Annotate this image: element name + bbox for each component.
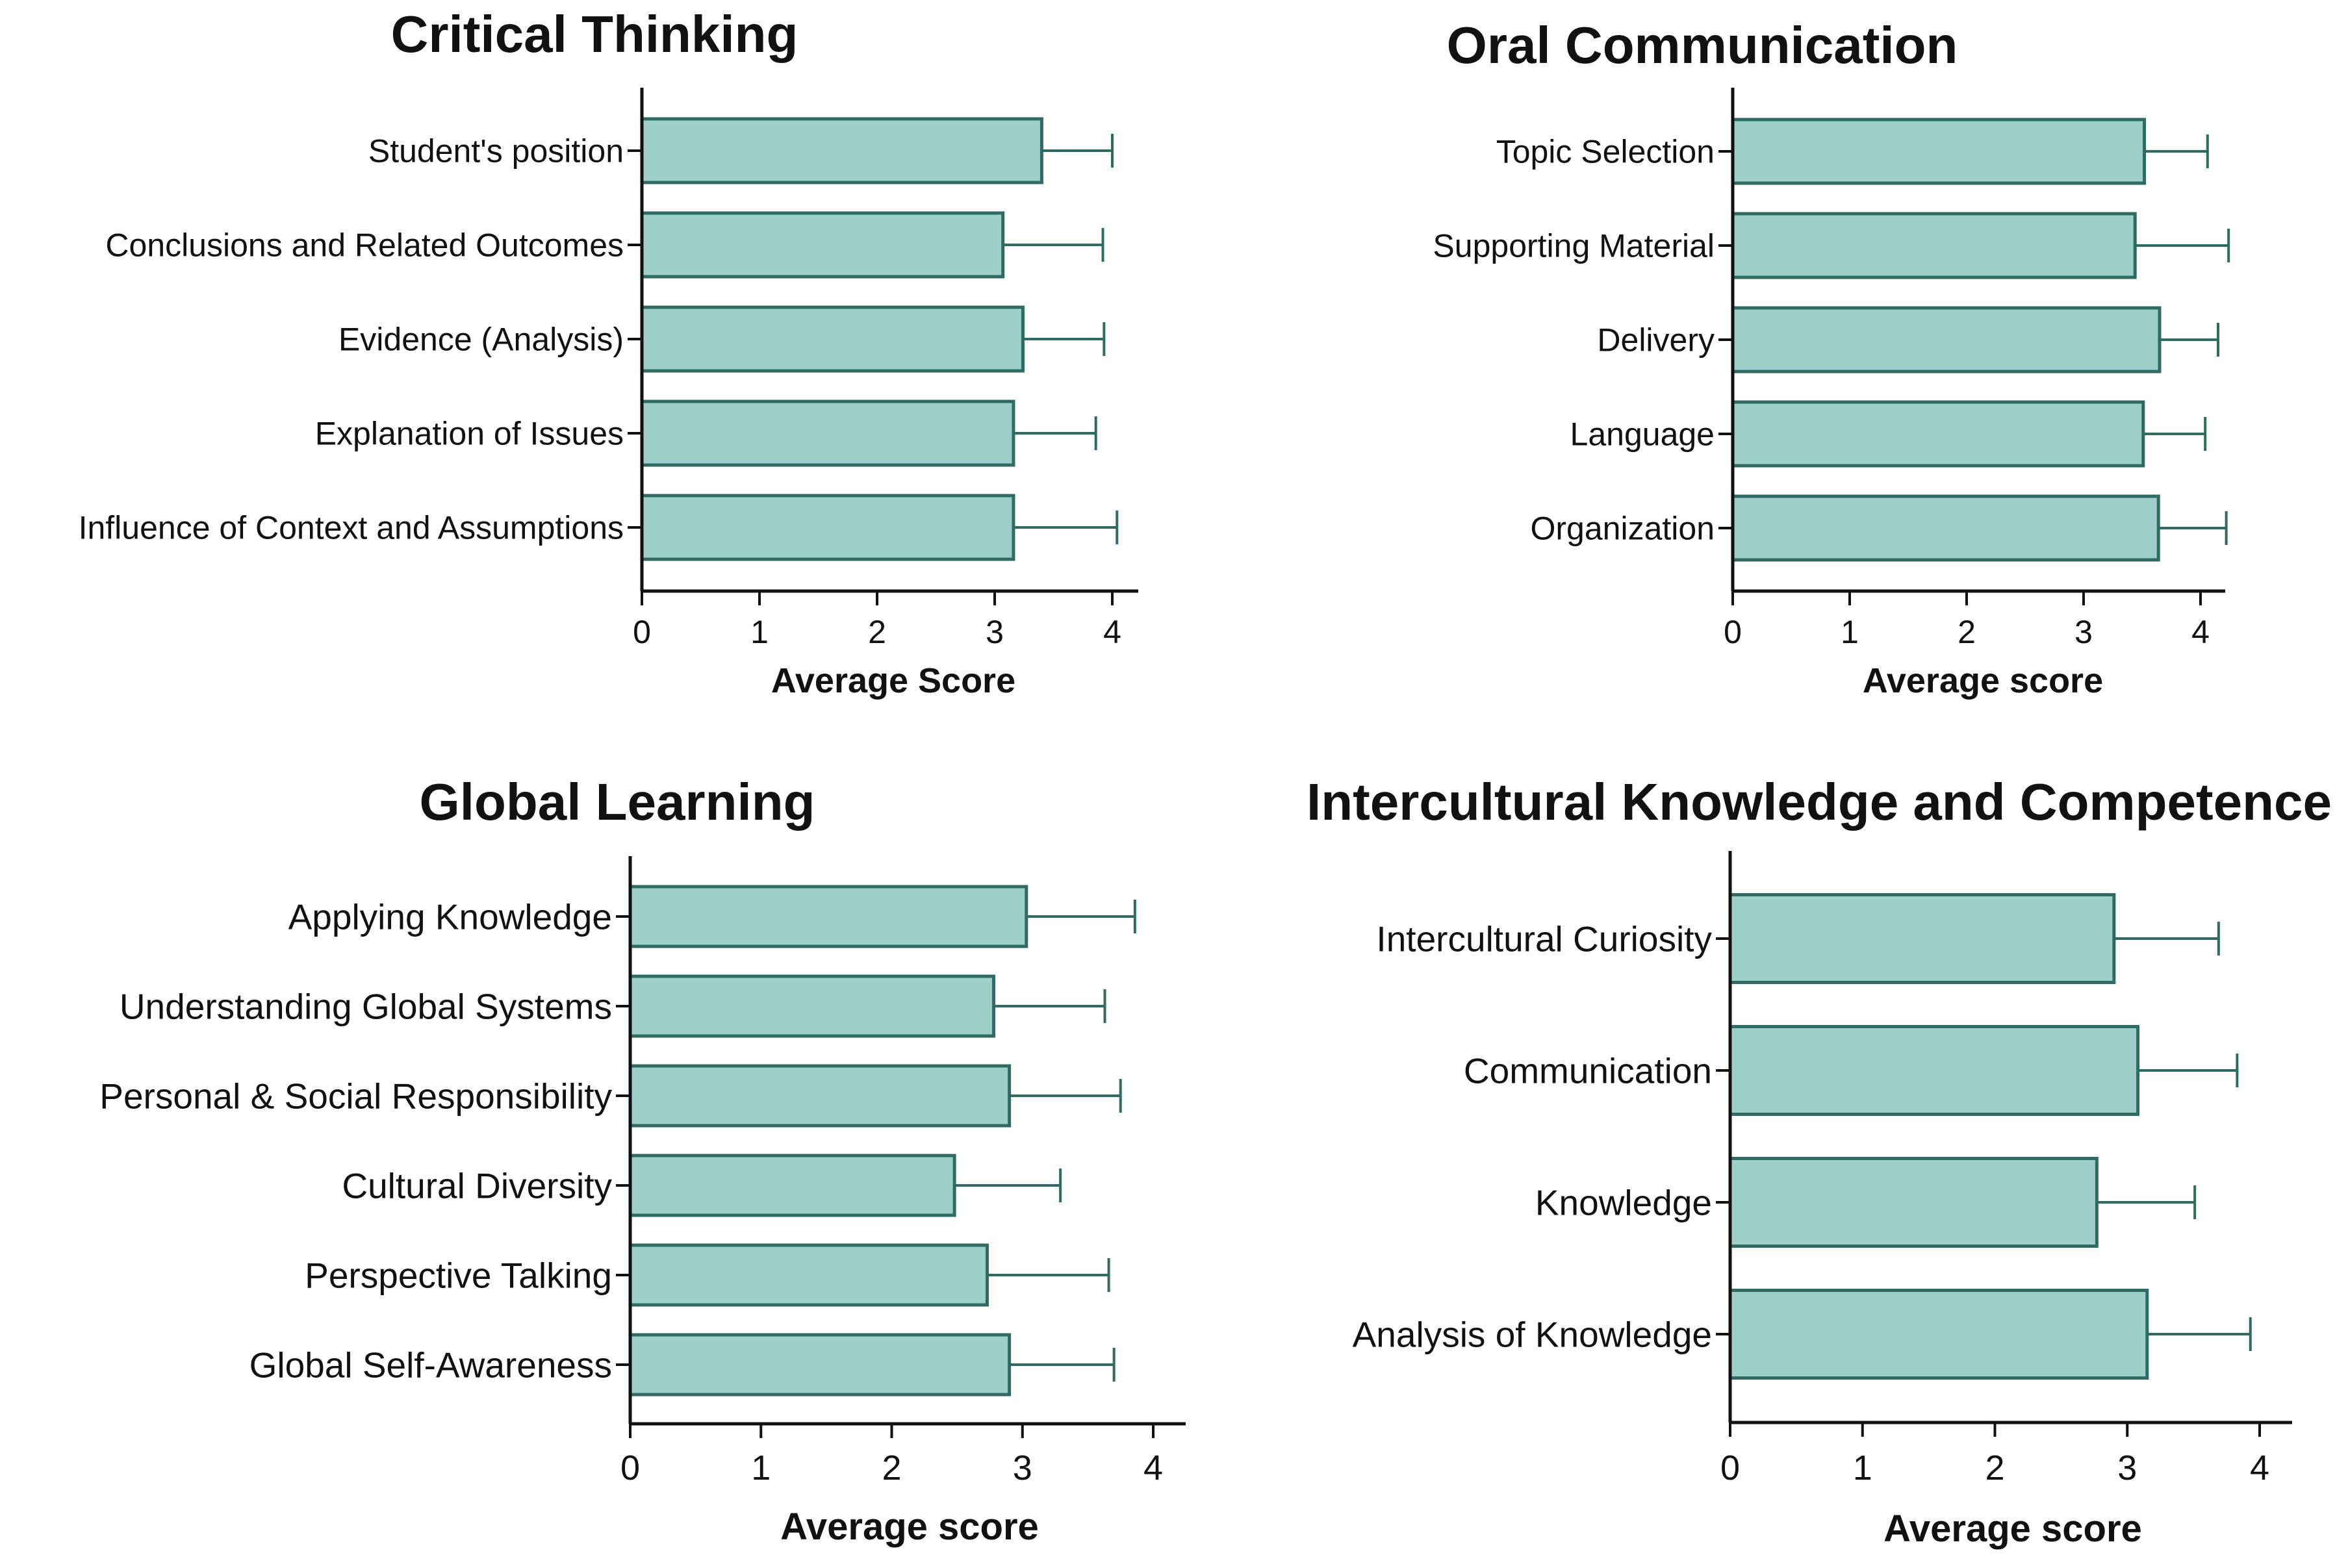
bar (640, 494, 1015, 561)
x-tick-label: 2 (868, 614, 886, 650)
x-tick-label: 3 (986, 614, 1004, 650)
category-label: Language (1570, 416, 1715, 453)
chart-title: Intercultural Knowledge and Competence (1307, 773, 2332, 831)
bar (1728, 1289, 2149, 1380)
panel-global-learning: Global Learning Average score Applying K… (99, 773, 1186, 1548)
category-label: Global Self-Awareness (249, 1345, 612, 1385)
category-label: Explanation of Issues (315, 416, 624, 452)
bar (640, 211, 1005, 279)
bar (1728, 1025, 2140, 1116)
category-label: Perspective Talking (305, 1255, 612, 1295)
x-axis-label: Average score (1863, 661, 2103, 700)
x-tick-label: 0 (1720, 1448, 1740, 1487)
chart-title: Oral Communication (1447, 16, 1958, 74)
category-label: Analysis of Knowledge (1353, 1314, 1712, 1354)
x-axis-label: Average score (780, 1506, 1039, 1548)
bar (1728, 1157, 2099, 1248)
x-tick-label: 4 (1103, 614, 1121, 650)
x-tick-label: 4 (2250, 1448, 2269, 1487)
bar (628, 1154, 956, 1217)
category-label: Intercultural Curiosity (1376, 918, 1712, 959)
x-axis-label: Average score (1883, 1508, 2142, 1550)
x-tick-label: 3 (2074, 614, 2093, 650)
bar (628, 974, 995, 1038)
category-label: Topic Selection (1496, 134, 1715, 170)
bar (1731, 400, 2145, 468)
panel-intercultural-knowledge: Intercultural Knowledge and Competence A… (1307, 773, 2332, 1550)
bar (628, 885, 1028, 948)
x-tick-label: 2 (882, 1448, 901, 1487)
category-label: Supporting Material (1433, 228, 1715, 264)
category-label: Delivery (1597, 322, 1715, 359)
panel-critical-thinking: Critical Thinking Average Score Student'… (79, 5, 1138, 700)
bar (628, 1243, 989, 1307)
x-tick-label: 0 (620, 1448, 640, 1487)
category-label: Student's position (368, 133, 624, 170)
bar (1731, 212, 2137, 279)
bar (628, 1333, 1012, 1397)
category-label: Evidence (Analysis) (338, 322, 624, 358)
category-label: Applying Knowledge (288, 896, 612, 937)
x-tick-label: 1 (1853, 1448, 1872, 1487)
x-tick-label: 0 (1724, 614, 1742, 650)
bar (640, 399, 1015, 467)
bar (628, 1064, 1012, 1128)
x-tick-label: 4 (2191, 614, 2210, 650)
category-label: Understanding Global Systems (120, 986, 612, 1026)
category-label: Organization (1531, 511, 1715, 547)
bar (1731, 494, 2160, 562)
category-label: Cultural Diversity (342, 1165, 612, 1206)
x-tick-label: 3 (2117, 1448, 2137, 1487)
category-label: Communication (1464, 1050, 1712, 1091)
x-tick-label: 2 (1985, 1448, 2004, 1487)
bar (1731, 306, 2162, 373)
category-label: Knowledge (1535, 1182, 1712, 1222)
category-label: Personal & Social Responsibility (99, 1076, 612, 1116)
bar (1731, 118, 2147, 185)
chart-title: Global Learning (420, 773, 815, 831)
panel-oral-communication: Oral Communication Average score Topic S… (1433, 16, 2230, 700)
x-tick-label: 2 (1958, 614, 1976, 650)
chart-title: Critical Thinking (391, 5, 798, 63)
x-axis-label: Average Score (771, 661, 1015, 700)
x-tick-label: 1 (1841, 614, 1859, 650)
x-tick-label: 3 (1013, 1448, 1032, 1487)
bar (640, 117, 1043, 184)
x-tick-label: 1 (750, 614, 769, 650)
bar (640, 305, 1025, 373)
category-label: Influence of Context and Assumptions (79, 510, 624, 546)
x-tick-label: 1 (751, 1448, 771, 1487)
category-label: Conclusions and Related Outcomes (105, 227, 624, 264)
bar (1728, 893, 2116, 984)
x-tick-label: 4 (1143, 1448, 1163, 1487)
x-tick-label: 0 (633, 614, 651, 650)
